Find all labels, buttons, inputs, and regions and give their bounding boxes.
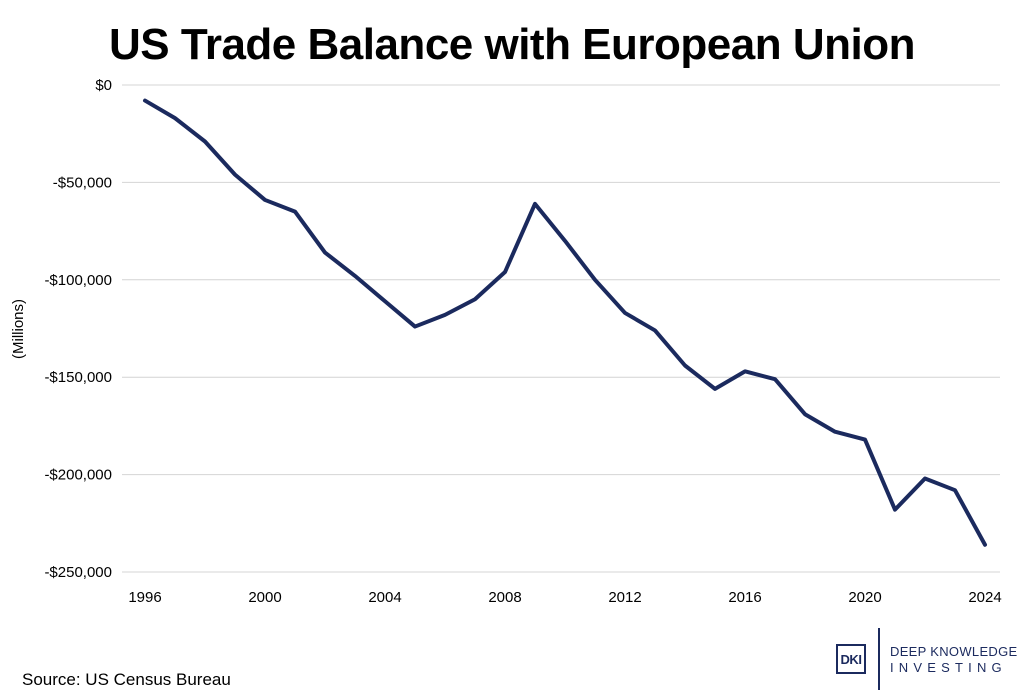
trade-balance-line (143, 98, 987, 547)
y-axis-label: (Millions) (10, 299, 27, 359)
series-group (143, 98, 987, 547)
logo-text-line2: INVESTING (890, 660, 1007, 675)
x-tick-label: 2016 (728, 589, 761, 606)
x-tick-label: 2012 (608, 589, 641, 606)
y-tick-label: -$150,000 (44, 369, 112, 386)
y-tick-label: -$200,000 (44, 467, 112, 484)
y-tick-label: -$100,000 (44, 272, 112, 289)
logo-divider (878, 628, 880, 690)
dki-logo: DKI DEEP KNOWLEDGE INVESTING (836, 628, 1021, 690)
source-note: Source: US Census Bureau (22, 670, 231, 689)
x-tick-label: 2008 (488, 589, 521, 606)
y-axis-ticks: $0 -$50,000 -$100,000 -$150,000 -$200,000 -$2… (44, 77, 112, 581)
y-tick-label: -$250,000 (44, 564, 112, 581)
x-tick-label: 2004 (368, 589, 401, 606)
y-tick-label: $0 (95, 77, 112, 94)
chart-title: US Trade Balance with European Union (109, 20, 915, 69)
x-tick-label: 2000 (248, 589, 281, 606)
x-tick-label: 2024 (968, 589, 1001, 606)
x-tick-label: 1996 (128, 589, 161, 606)
logo-text-line1: DEEP KNOWLEDGE (890, 644, 1018, 659)
gridlines (122, 84, 1000, 573)
x-tick-label: 2020 (848, 589, 881, 606)
logo-mark: DKI (836, 644, 866, 674)
y-tick-label: -$50,000 (53, 174, 112, 191)
x-axis-ticks: 1996 2000 2004 2008 2012 2016 2020 2024 (128, 589, 1001, 606)
